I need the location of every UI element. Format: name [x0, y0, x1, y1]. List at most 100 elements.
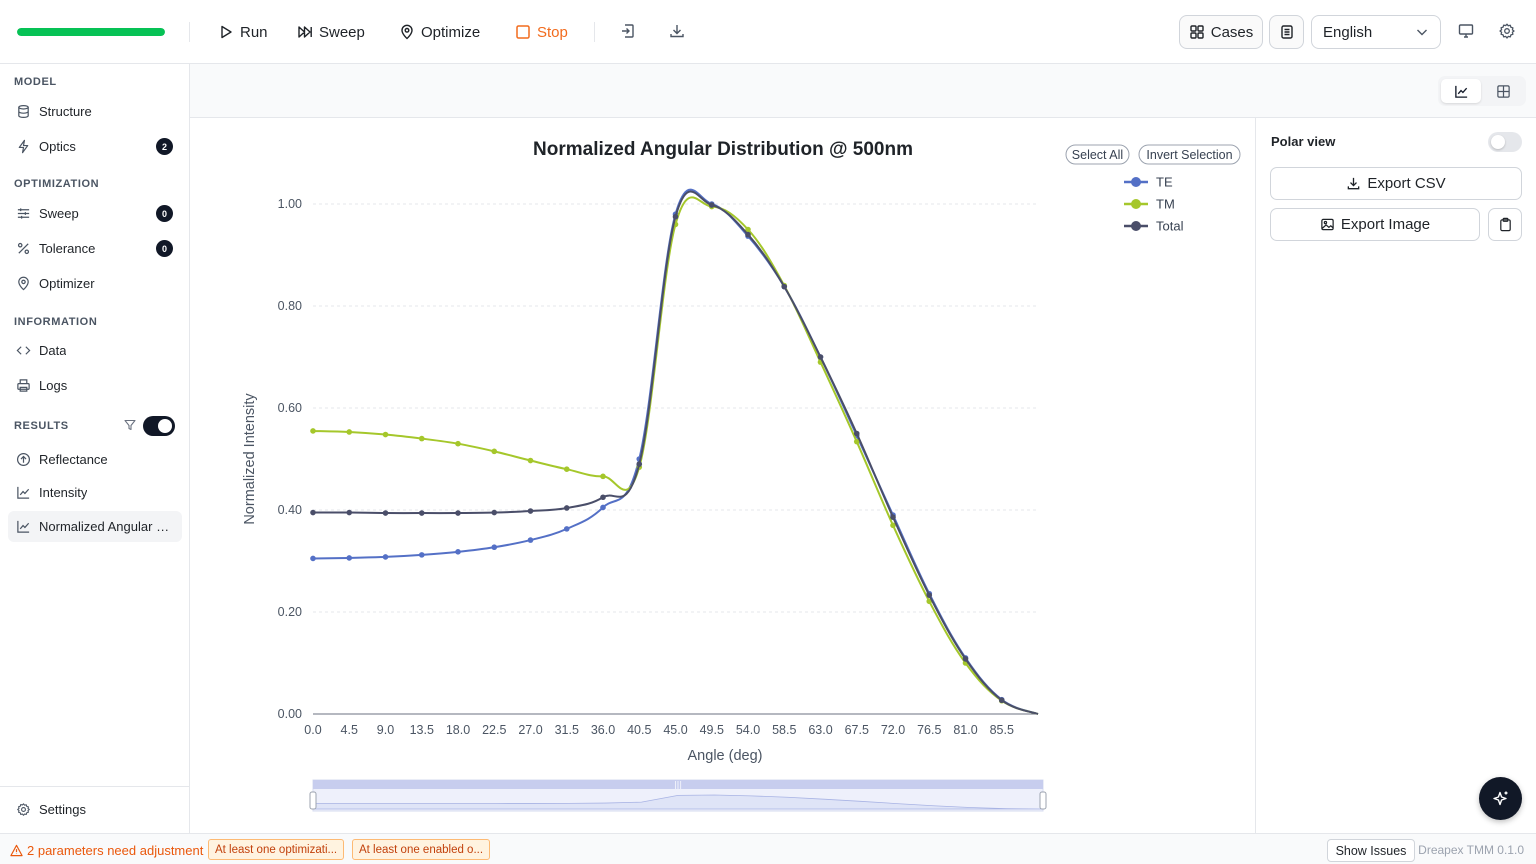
- select-all-button[interactable]: Select All: [1065, 144, 1130, 165]
- data-point-total[interactable]: [418, 510, 425, 516]
- warning-message[interactable]: 2 parameters need adjustment: [10, 843, 203, 858]
- data-point-tm[interactable]: [418, 435, 425, 442]
- sidebar-item-structure[interactable]: Structure: [8, 96, 182, 126]
- monitor-icon[interactable]: [1457, 22, 1475, 40]
- data-point-total[interactable]: [382, 510, 389, 516]
- stop-square-icon: [516, 25, 530, 39]
- sidebar-item-logs[interactable]: Logs: [8, 370, 182, 400]
- sweep-button[interactable]: Sweep: [297, 20, 365, 44]
- series-line-total: [312, 190, 1039, 715]
- stop-button[interactable]: Stop: [515, 20, 568, 44]
- ai-assistant-button[interactable]: [1479, 777, 1522, 820]
- data-point-tm[interactable]: [745, 226, 751, 233]
- data-point-total[interactable]: [781, 283, 788, 290]
- data-point-tm[interactable]: [853, 438, 860, 445]
- issue-chip[interactable]: At least one optimizati...: [208, 839, 345, 860]
- invert-selection-label: Invert Selection: [1146, 148, 1232, 162]
- data-point-total[interactable]: [745, 231, 751, 238]
- data-point-te[interactable]: [382, 554, 389, 560]
- data-point-tm[interactable]: [455, 440, 461, 447]
- table-view-tab[interactable]: [1483, 79, 1523, 103]
- x-tick-label: 13.5: [410, 723, 434, 737]
- notes-button[interactable]: [1269, 15, 1304, 49]
- data-point-total[interactable]: [346, 509, 353, 516]
- sidebar-item-label: Tolerance: [39, 240, 96, 256]
- data-point-total[interactable]: [708, 202, 715, 208]
- export-csv-button[interactable]: Export CSV: [1270, 167, 1522, 200]
- chart-view-tab[interactable]: [1441, 79, 1481, 103]
- issue-chip[interactable]: At least one enabled o...: [352, 839, 491, 860]
- copy-button[interactable]: [1488, 208, 1522, 241]
- sidebar-item-reflectance[interactable]: Reflectance: [8, 444, 182, 474]
- data-point-total[interactable]: [962, 656, 969, 662]
- export-image-button[interactable]: Export Image: [1270, 208, 1480, 241]
- download-icon[interactable]: [668, 22, 686, 40]
- divider: [594, 22, 595, 42]
- chart-area: Normalized Angular Distribution @ 500nm …: [190, 118, 1255, 833]
- data-point-te[interactable]: [600, 504, 606, 511]
- data-point-te[interactable]: [310, 555, 316, 562]
- language-select[interactable]: English: [1311, 15, 1441, 49]
- line-chart-icon: [1454, 85, 1467, 98]
- legend-item-total[interactable]: Total: [1124, 219, 1184, 234]
- results-toggle[interactable]: [143, 416, 175, 436]
- data-point-total[interactable]: [563, 505, 570, 511]
- legend-item-tm[interactable]: TM: [1124, 197, 1175, 212]
- invert-selection-button[interactable]: Invert Selection: [1138, 144, 1241, 165]
- filter-icon[interactable]: [124, 419, 136, 431]
- data-point-tm[interactable]: [310, 428, 316, 434]
- x-tick-label: 58.5: [772, 723, 796, 737]
- optimize-button[interactable]: Optimize: [399, 20, 480, 44]
- data-point-total[interactable]: [455, 510, 461, 516]
- data-point-tm[interactable]: [600, 473, 606, 480]
- data-point-te[interactable]: [563, 526, 570, 532]
- data-point-te[interactable]: [455, 549, 461, 555]
- data-point-total[interactable]: [491, 509, 498, 516]
- progress-fill: [17, 28, 165, 36]
- data-point-tm[interactable]: [346, 429, 353, 435]
- import-icon[interactable]: [619, 22, 637, 40]
- data-point-total[interactable]: [527, 508, 534, 514]
- document-icon: [1280, 25, 1293, 39]
- sidebar-item-normalized-angular[interactable]: Normalized Angular Distribution: [8, 511, 182, 542]
- data-point-te[interactable]: [491, 544, 498, 551]
- x-tick-label: 45.0: [663, 723, 687, 737]
- data-point-total[interactable]: [890, 514, 896, 520]
- gear-icon[interactable]: [1498, 22, 1516, 40]
- sidebar-item-intensity[interactable]: Intensity: [8, 477, 182, 507]
- show-issues-button[interactable]: Show Issues: [1327, 839, 1415, 862]
- data-point-tm[interactable]: [382, 431, 389, 438]
- sidebar-item-sweep[interactable]: Sweep 0: [8, 198, 182, 228]
- data-point-te[interactable]: [346, 555, 353, 561]
- data-point-te[interactable]: [418, 552, 425, 558]
- data-point-tm[interactable]: [527, 457, 534, 464]
- legend-item-te[interactable]: TE: [1124, 175, 1173, 190]
- data-point-total[interactable]: [998, 697, 1005, 704]
- data-point-tm[interactable]: [491, 448, 498, 455]
- data-point-total[interactable]: [600, 494, 606, 501]
- data-point-total[interactable]: [636, 461, 643, 467]
- sidebar-item-settings[interactable]: Settings: [8, 794, 182, 824]
- zoom-handle-left[interactable]: [309, 791, 317, 810]
- data-point-te[interactable]: [527, 537, 534, 543]
- data-point-total[interactable]: [817, 354, 824, 360]
- zoom-handle-right[interactable]: [1039, 791, 1047, 810]
- polar-view-switch[interactable]: [1488, 132, 1522, 152]
- skip-forward-icon: [298, 26, 312, 38]
- data-point-total[interactable]: [672, 213, 679, 220]
- data-point-tm[interactable]: [890, 522, 896, 529]
- sidebar-item-optimizer[interactable]: Optimizer: [8, 268, 182, 298]
- section-title-results: RESULTS: [14, 420, 69, 432]
- sidebar-item-tolerance[interactable]: Tolerance 0: [8, 233, 182, 263]
- chart-title: Normalized Angular Distribution @ 500nm: [533, 139, 913, 160]
- zoom-slider[interactable]: |||: [309, 779, 1047, 812]
- data-point-total[interactable]: [310, 509, 316, 516]
- sidebar-item-data[interactable]: Data: [8, 335, 182, 365]
- data-point-total[interactable]: [926, 592, 933, 598]
- data-point-total[interactable]: [853, 430, 860, 437]
- data-point-tm[interactable]: [563, 466, 570, 473]
- cases-button[interactable]: Cases: [1179, 15, 1263, 49]
- run-button[interactable]: Run: [218, 20, 268, 44]
- sidebar-item-optics[interactable]: Optics 2: [8, 131, 182, 161]
- export-csv-label: Export CSV: [1367, 175, 1446, 192]
